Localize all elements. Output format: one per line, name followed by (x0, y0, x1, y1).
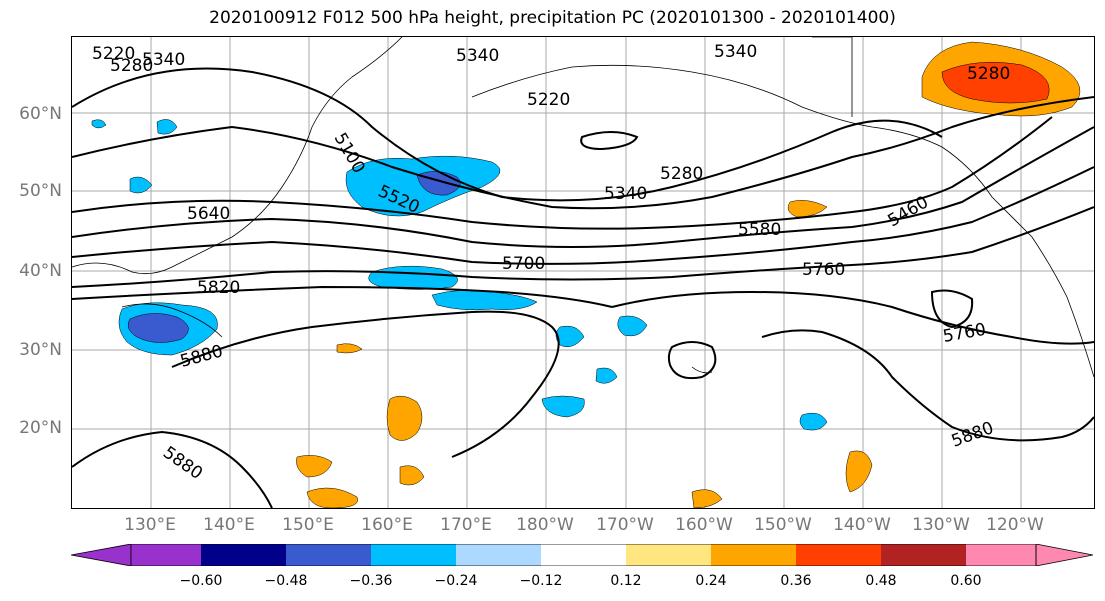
contour-label-5880-sw: 5880 (159, 443, 206, 484)
contour-label-5340-nw: 5340 (142, 50, 185, 70)
precip-blob-japan-core (127, 313, 189, 343)
lat-label-60n: 60°N (19, 104, 62, 124)
lon-label-140e: 140°E (203, 515, 255, 535)
contour-label-5460: 5460 (885, 192, 932, 231)
contour-label-5220-nw: 5220 (92, 44, 135, 64)
contour-5880-east (761, 329, 1094, 442)
precip-positive (296, 41, 1081, 508)
coastline-asia (72, 37, 403, 275)
precip-blob-nw-pacific (368, 265, 458, 290)
lon-label-180w: 180°W (516, 515, 574, 535)
colorbar-tick: 0.36 (780, 573, 812, 589)
contour-label-5880-se: 5880 (949, 418, 996, 452)
colorbar-tick: 0.48 (865, 573, 897, 589)
precip-blob-midpacific-2 (555, 325, 585, 347)
colorbar-bin (371, 544, 456, 566)
contour-label-5340-mid: 5340 (604, 184, 647, 204)
precip-blob-gulf-alaska-core (941, 62, 1050, 104)
colorbar-tick: −0.24 (434, 573, 478, 589)
lon-label-160e: 160°E (361, 515, 413, 535)
map-title: 2020100912 F012 500 hPa height, precipit… (209, 8, 896, 28)
lat-label-20n: 20°N (19, 418, 62, 438)
height-contours (72, 67, 1094, 508)
precip-blob-midpacific-1 (617, 315, 648, 337)
colorbar-bin (966, 544, 1036, 566)
contour-label-5100: 5100 (330, 130, 369, 177)
lon-label-150w: 150°W (754, 515, 812, 535)
contour-label-5640: 5640 (187, 204, 230, 224)
colorbar-bin (711, 544, 796, 566)
colorbar-bin (286, 544, 371, 566)
colorbar-tick: 0.24 (695, 573, 727, 589)
contour-label-5340-ne: 5340 (714, 42, 757, 62)
lat-label-30n: 30°N (19, 340, 62, 360)
contour-5340 (72, 96, 1094, 210)
contour-label-5580: 5580 (738, 220, 781, 240)
contour-label-5340-n: 5340 (456, 46, 499, 66)
colorbar-tick: −0.12 (519, 573, 563, 589)
contour-label-5820: 5820 (197, 278, 240, 298)
lon-label-130e: 130°E (124, 515, 176, 535)
precip-blob-subtropic (541, 395, 585, 418)
contour-5880-sw (72, 430, 273, 508)
lat-label-50n: 50°N (19, 181, 62, 201)
contour-labels: 5220 5280 5340 5340 5340 5220 5100 5520 … (92, 42, 1010, 484)
coastline-japan (121, 303, 223, 338)
contour-5520 (72, 116, 1053, 230)
contour-label-5280-ne: 5280 (967, 64, 1010, 84)
colorbar-tick: −0.60 (179, 573, 223, 589)
contour-5820 (72, 285, 613, 308)
colorbar-tick: −0.48 (264, 573, 308, 589)
colorbar-tick: −0.36 (349, 573, 393, 589)
colorbar-bin (131, 544, 201, 566)
precip-negative (91, 119, 828, 431)
colorbar-bin (201, 544, 286, 566)
colorbar-bin (456, 544, 541, 566)
contour-5700 (72, 166, 1094, 265)
colorbar-extend-high (1035, 544, 1093, 566)
colorbar-bin (626, 544, 711, 566)
contour-5280 (72, 67, 943, 202)
map-panel: 5220 5280 5340 5340 5340 5220 5100 5520 … (71, 36, 1095, 509)
precip-blob-hawaii-east (799, 412, 828, 431)
lon-label-140w: 140°W (833, 515, 891, 535)
contour-5760-east (611, 290, 1094, 345)
coastlines (72, 37, 1094, 378)
contour-5220-closed (580, 131, 639, 151)
lon-label-170w: 170°W (596, 515, 654, 535)
lon-label-120w: 120°W (986, 515, 1044, 535)
contour-label-5220: 5220 (527, 90, 570, 110)
colorbar-tick: 0.12 (610, 573, 642, 589)
map-canvas: 5220 5280 5340 5340 5340 5220 5100 5520 … (72, 37, 1094, 508)
colorbar-extend-low (71, 544, 132, 566)
coastline-north-america (471, 64, 1094, 378)
contour-label-5280-nw: 5280 (110, 56, 153, 76)
colorbar-tick: 0.60 (950, 573, 982, 589)
lon-label-160w: 160°W (675, 515, 733, 535)
precip-blob-marianas (386, 395, 423, 441)
contour-label-5760-n: 5760 (802, 260, 845, 280)
contour-5880-closed-low (667, 341, 717, 380)
colorbar-bin (541, 544, 626, 566)
contour-5760-closed (930, 289, 974, 329)
lat-label-40n: 40°N (19, 261, 62, 281)
colorbar-bin (881, 544, 966, 566)
contour-label-5700: 5700 (502, 254, 545, 274)
graticule (72, 37, 1094, 508)
lon-label-130w: 130°W (912, 515, 970, 535)
contour-label-5280-mid: 5280 (660, 164, 703, 184)
contour-5880-west (171, 310, 560, 458)
contour-5760 (72, 206, 1094, 288)
lon-label-170e: 170°E (440, 515, 492, 535)
colorbar (71, 544, 1093, 566)
lon-label-150e: 150°E (282, 515, 334, 535)
contour-5640 (72, 126, 1094, 248)
colorbar-bin (796, 544, 881, 566)
